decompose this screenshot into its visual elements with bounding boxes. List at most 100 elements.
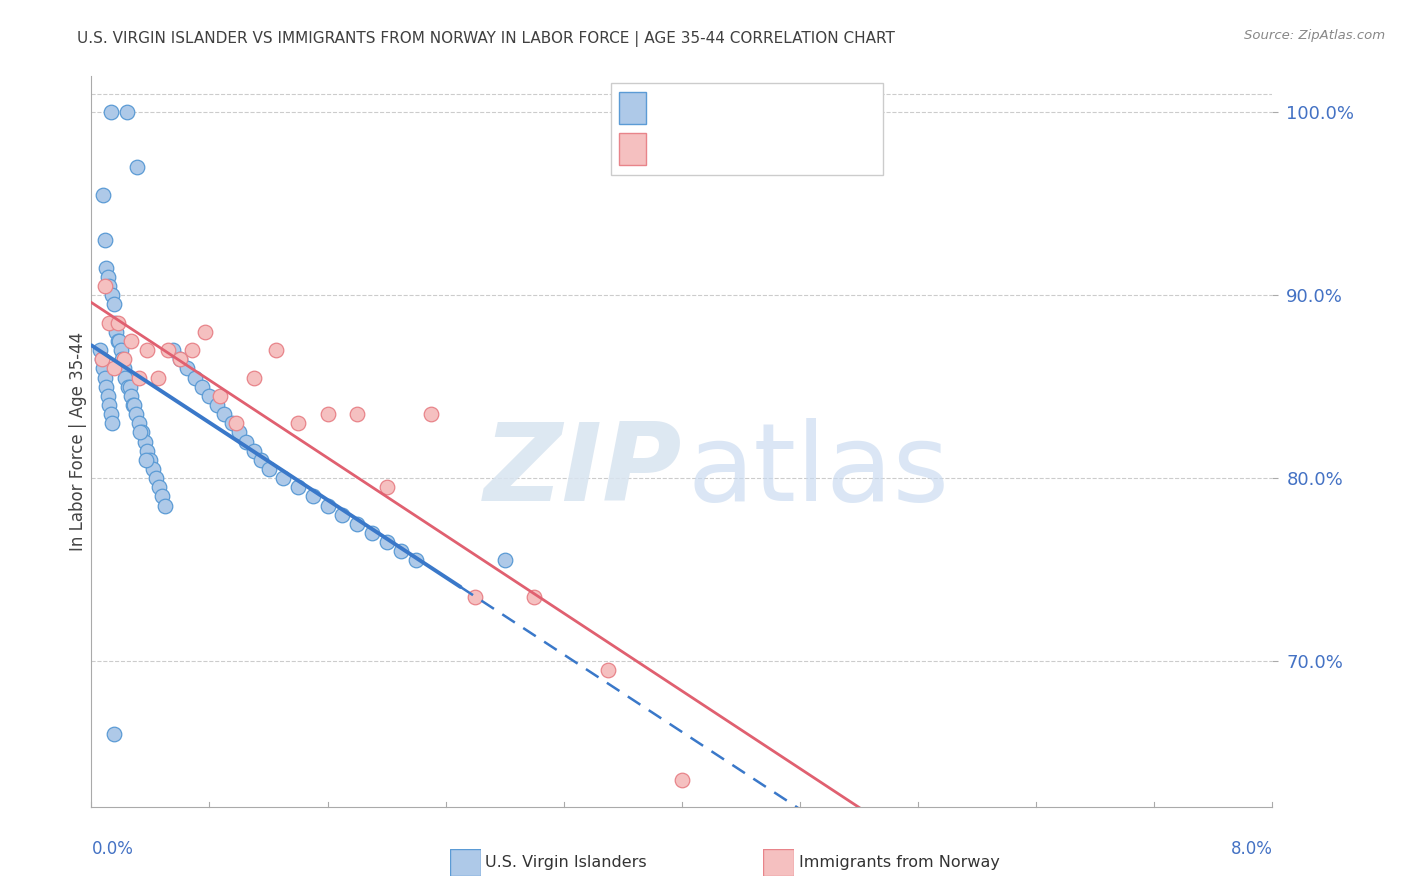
- Point: [107, 334, 129, 348]
- Point: [391, 544, 413, 558]
- Point: [316, 499, 339, 513]
- Point: [221, 417, 243, 431]
- Point: [405, 553, 427, 567]
- Point: [90, 352, 112, 367]
- Point: [112, 352, 135, 367]
- Point: [97, 389, 120, 403]
- Point: [332, 508, 354, 522]
- Point: [169, 352, 191, 367]
- Point: [464, 590, 486, 604]
- Point: [91, 361, 114, 376]
- Point: [214, 407, 236, 421]
- Point: [101, 288, 124, 302]
- Point: [114, 370, 136, 384]
- Point: [148, 480, 170, 494]
- Point: [273, 471, 295, 485]
- Point: [375, 480, 398, 494]
- Point: [208, 389, 231, 403]
- Point: [98, 279, 121, 293]
- Point: [103, 361, 125, 376]
- Point: [145, 471, 167, 485]
- Text: 0.0%: 0.0%: [91, 840, 134, 858]
- Point: [176, 361, 198, 376]
- Point: [118, 380, 141, 394]
- Point: [243, 370, 266, 384]
- Point: [596, 663, 619, 677]
- Y-axis label: In Labor Force | Age 35-44: In Labor Force | Age 35-44: [69, 332, 87, 551]
- Point: [180, 343, 202, 358]
- Text: 8.0%: 8.0%: [1230, 840, 1272, 858]
- Point: [150, 490, 173, 504]
- Point: [121, 398, 143, 412]
- Point: [93, 279, 115, 293]
- Point: [162, 343, 184, 358]
- Point: [103, 727, 125, 741]
- Point: [104, 316, 127, 330]
- Point: [127, 161, 149, 175]
- Point: [494, 553, 516, 567]
- Text: U.S. Virgin Islanders: U.S. Virgin Islanders: [485, 855, 647, 870]
- Text: Immigrants from Norway: Immigrants from Norway: [799, 855, 1000, 870]
- Point: [198, 389, 221, 403]
- Point: [287, 480, 309, 494]
- Point: [115, 105, 138, 120]
- Point: [128, 417, 150, 431]
- Text: U.S. VIRGIN ISLANDER VS IMMIGRANTS FROM NORWAY IN LABOR FORCE | AGE 35-44 CORREL: U.S. VIRGIN ISLANDER VS IMMIGRANTS FROM …: [77, 31, 896, 47]
- Point: [96, 380, 118, 394]
- Point: [97, 270, 120, 285]
- Point: [228, 425, 250, 440]
- Point: [108, 334, 131, 348]
- Point: [120, 389, 142, 403]
- Point: [135, 453, 157, 467]
- Point: [183, 370, 207, 384]
- Point: [194, 325, 217, 339]
- Point: [153, 499, 177, 513]
- Point: [523, 590, 546, 604]
- Point: [107, 316, 129, 330]
- Point: [157, 343, 180, 358]
- Point: [98, 398, 121, 412]
- Point: [169, 352, 191, 367]
- Text: Source: ZipAtlas.com: Source: ZipAtlas.com: [1244, 29, 1385, 42]
- Point: [360, 526, 382, 541]
- Point: [346, 407, 368, 421]
- Point: [375, 535, 398, 549]
- Point: [287, 417, 309, 431]
- Point: [128, 370, 150, 384]
- Point: [93, 233, 115, 247]
- Point: [117, 380, 139, 394]
- Text: atlas: atlas: [688, 417, 950, 524]
- Point: [139, 453, 162, 467]
- Point: [101, 417, 124, 431]
- Point: [90, 352, 112, 367]
- Point: [91, 187, 114, 202]
- Point: [103, 297, 125, 311]
- Point: [96, 260, 118, 275]
- Text: ZIP: ZIP: [484, 417, 682, 524]
- Point: [122, 398, 145, 412]
- Point: [129, 425, 152, 440]
- Point: [124, 407, 148, 421]
- Point: [100, 407, 122, 421]
- Point: [120, 334, 142, 348]
- Point: [205, 398, 228, 412]
- Point: [136, 443, 159, 458]
- Point: [112, 361, 135, 376]
- FancyBboxPatch shape: [763, 849, 794, 876]
- Point: [89, 343, 111, 358]
- Point: [134, 434, 156, 449]
- Point: [110, 343, 132, 358]
- Point: [93, 370, 115, 384]
- FancyBboxPatch shape: [450, 849, 481, 876]
- Point: [671, 772, 693, 787]
- Point: [257, 462, 280, 476]
- Point: [346, 516, 368, 531]
- Point: [235, 434, 257, 449]
- Point: [98, 316, 121, 330]
- Point: [136, 343, 159, 358]
- Point: [301, 490, 323, 504]
- Point: [142, 462, 165, 476]
- Point: [100, 105, 122, 120]
- Point: [105, 325, 128, 339]
- Point: [131, 425, 153, 440]
